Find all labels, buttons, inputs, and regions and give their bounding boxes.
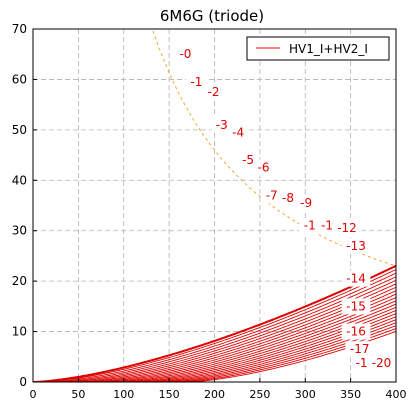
plate-curve <box>33 297 396 382</box>
curve-label: -12 <box>337 221 357 235</box>
plate-curve <box>33 310 396 382</box>
plate-curve <box>33 325 396 382</box>
curve-labels: -0 -1 -2 -3 -4 -5 -6 -7 -8 -9 -1 -1 -12 -13 -14 -15 -16 -… <box>174 46 396 371</box>
curve-label-bg <box>227 124 249 141</box>
curve-label: -15 <box>346 299 366 313</box>
curve-label: -14 <box>346 272 366 286</box>
curve-label: -1 <box>304 219 316 233</box>
curve-label-bg <box>341 237 371 254</box>
legend: HV1_I+HV2_I <box>246 36 390 61</box>
legend-entry: HV1_I+HV2_I <box>289 42 368 56</box>
y-tick-label: 40 <box>12 173 27 187</box>
chart-title: 6M6G (triode) <box>160 7 264 25</box>
curve-label: -17 <box>350 342 370 356</box>
curve-label-bg <box>211 116 233 133</box>
curve-label: -6 <box>258 161 270 175</box>
curve-label: -20 <box>372 356 392 370</box>
plate-curve <box>33 300 396 382</box>
plate-curve <box>33 303 396 382</box>
y-tick-label: 60 <box>12 72 27 86</box>
plate-curve <box>33 264 396 382</box>
x-tick-label: 350 <box>340 388 361 401</box>
curve-label-bg <box>341 270 371 287</box>
curve-label-bg <box>261 187 283 204</box>
curve-label: -7 <box>266 188 278 202</box>
y-tick-label: 20 <box>12 274 27 288</box>
x-tick-label: 50 <box>71 388 85 401</box>
curve-label-bg <box>367 354 396 371</box>
curve-label: -16 <box>346 325 366 339</box>
x-tick-label: 150 <box>159 388 180 401</box>
curve-label-bg <box>299 217 321 234</box>
curve-label: -9 <box>300 196 312 210</box>
curve-label-bg <box>341 298 371 315</box>
curve-label-bg <box>351 354 373 371</box>
y-tick-label: 10 <box>12 325 27 339</box>
curve-label: -4 <box>232 125 244 139</box>
curve-label: -8 <box>282 191 294 205</box>
legend-box <box>246 36 390 61</box>
x-tick-label: 100 <box>113 388 134 401</box>
curve-label-bg <box>295 194 317 211</box>
curve-label: -2 <box>208 85 220 99</box>
plate-curve <box>33 306 396 382</box>
y-tick-label: 50 <box>12 123 27 137</box>
plate-curve <box>33 286 396 382</box>
x-tick-label: 200 <box>204 388 225 401</box>
curve-label: -1 <box>356 356 368 370</box>
plate-curve <box>33 316 396 382</box>
x-tick-label: 400 <box>386 388 407 401</box>
plate-curve <box>33 272 396 382</box>
curve-label: -1 <box>190 75 202 89</box>
curve-label-bg <box>316 217 338 234</box>
curve-label-bg <box>185 73 207 90</box>
curve-label: -1 <box>321 219 333 233</box>
curve-label: -0 <box>179 47 191 61</box>
plate-curve <box>33 283 396 382</box>
x-tick-label: 250 <box>249 388 270 401</box>
plate-curve <box>33 279 396 382</box>
curve-label-bg <box>277 189 299 206</box>
y-tick-label: 70 <box>12 22 27 36</box>
plate-curve <box>33 269 396 382</box>
curve-label: -13 <box>346 239 366 253</box>
plate-curve <box>33 322 396 382</box>
curve-label-bg <box>332 220 362 237</box>
curve-label-bg <box>174 46 196 63</box>
curve-label-bg <box>341 323 371 340</box>
curve-label-bg <box>203 84 225 101</box>
plate-curve <box>33 313 396 382</box>
plate-curve <box>33 276 396 382</box>
y-tick-label: 30 <box>12 224 27 238</box>
x-tick-label: 0 <box>30 388 37 401</box>
curve-label: -3 <box>216 118 228 132</box>
curve-label-bg <box>345 341 374 358</box>
plate-curves <box>33 264 396 382</box>
plate-curve <box>33 293 396 382</box>
curve-label-bg <box>253 159 275 176</box>
y-tick-label: 0 <box>19 375 27 389</box>
curve-label: -5 <box>242 153 254 167</box>
axis-ticks: 0 50 100 150 200 250 300 350 400 0 10 20 30 40 50 60 70 <box>12 22 407 401</box>
x-tick-label: 300 <box>295 388 316 401</box>
plate-curve <box>33 319 396 382</box>
